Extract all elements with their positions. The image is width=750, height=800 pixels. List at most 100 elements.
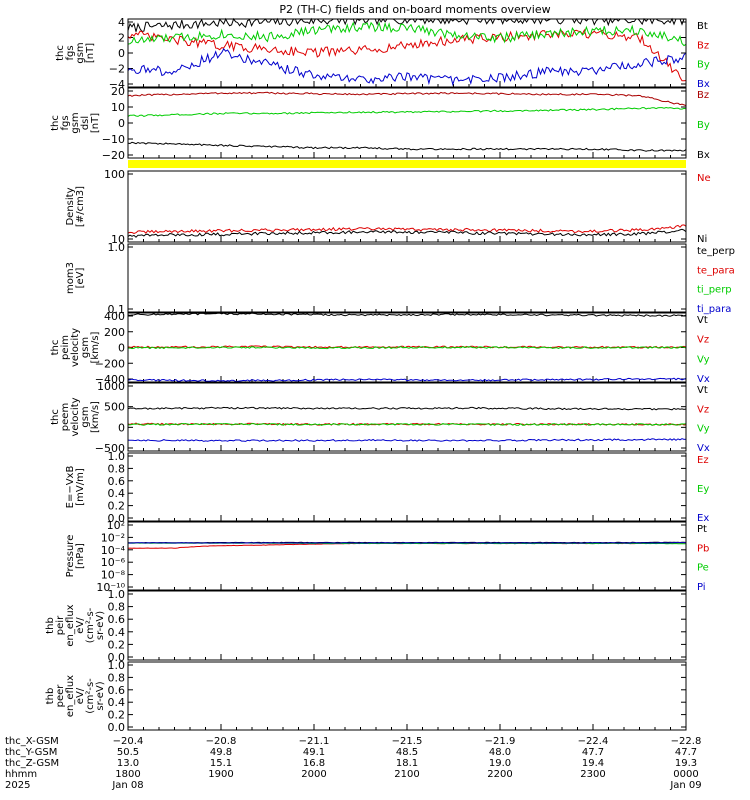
legend-vy: Vy bbox=[697, 424, 710, 435]
legend-ti_para: ti_para bbox=[697, 304, 731, 315]
ylabel-line: [nT] bbox=[85, 43, 96, 63]
legend-ne: Ne bbox=[697, 173, 711, 184]
ylabel-line: [#/cm3] bbox=[75, 186, 86, 227]
xaxis-value: 19.0 bbox=[489, 758, 511, 769]
xaxis-value: 1900 bbox=[208, 769, 233, 780]
series-line-by bbox=[127, 21, 687, 47]
ytick-label: 0 bbox=[118, 421, 125, 434]
xaxis-value: −21.5 bbox=[392, 736, 423, 747]
series-line-bx bbox=[127, 48, 687, 87]
xaxis-row-label: hhmm bbox=[5, 769, 37, 780]
panel-frame bbox=[127, 382, 687, 452]
panel-frame bbox=[127, 243, 687, 313]
ytick-label: 10⁻⁶ bbox=[101, 556, 126, 569]
ylabel-line: sr-eV) bbox=[95, 611, 106, 640]
xaxis-value: −22.8 bbox=[671, 736, 702, 747]
xaxis-value: 2200 bbox=[487, 769, 512, 780]
ytick-label: 0.4 bbox=[108, 696, 126, 709]
xaxis-row-label: thc_X-GSM bbox=[5, 736, 59, 747]
series-line-vy bbox=[127, 422, 687, 426]
panel-frame bbox=[127, 170, 687, 243]
ytick-label: 10⁻¹⁰ bbox=[96, 581, 125, 594]
ytick-label: 4 bbox=[118, 16, 125, 29]
xaxis-value: 47.7 bbox=[582, 747, 604, 758]
xaxis-row-label: 2025 bbox=[5, 780, 30, 791]
xaxis-value: 50.5 bbox=[117, 747, 139, 758]
ytick-label: 10 bbox=[111, 101, 125, 114]
ytick-label: −200 bbox=[95, 357, 125, 370]
ylabel-line: gsm bbox=[70, 112, 81, 133]
series-line-vx bbox=[127, 438, 687, 442]
ylabel-line: [km/s] bbox=[90, 401, 101, 433]
panel-frame bbox=[127, 661, 687, 731]
panel-p9: 1.00.80.60.40.20.0 thb peir en_eflux eV/(cm²… bbox=[45, 588, 687, 664]
legend-vx: Vx bbox=[697, 443, 710, 454]
series-line-bx bbox=[127, 141, 687, 152]
panel-p7: 1.00.80.60.40.20.0 E=−VxB [mV/m] Ez Ey Ex bbox=[65, 450, 709, 525]
legend-pe: Pe bbox=[697, 563, 709, 574]
ytick-label: 1.0 bbox=[108, 450, 126, 463]
ytick-label: 0 bbox=[118, 47, 125, 60]
xaxis-value: 47.7 bbox=[675, 747, 697, 758]
ylabel-line: fgs bbox=[60, 115, 71, 130]
ylabel-line: [nT] bbox=[90, 113, 101, 133]
ytick-label: 0.2 bbox=[108, 500, 126, 513]
ytick-label: 0 bbox=[118, 117, 125, 130]
legend-by: By bbox=[697, 60, 710, 71]
ytick-label: 2 bbox=[118, 32, 125, 45]
ylabel-line: peim bbox=[60, 335, 71, 360]
panel-p4: 1.0 0.1 mom3 [eV] te_perp te_para ti_perp ti_pa… bbox=[65, 241, 735, 316]
xaxis-value: 49.1 bbox=[303, 747, 325, 758]
ylabel-line: velocity bbox=[70, 328, 81, 367]
ytick-label: 1.0 bbox=[108, 241, 126, 254]
legend-vz: Vz bbox=[697, 404, 709, 415]
panel-frame bbox=[127, 18, 687, 88]
ytick-label: 0.6 bbox=[108, 613, 126, 626]
ylabel-line: eV/ bbox=[75, 617, 86, 634]
xaxis-value: −21.9 bbox=[485, 736, 516, 747]
series-line-ni bbox=[127, 228, 687, 238]
xaxis-value: 13.0 bbox=[117, 758, 139, 769]
series-line-by bbox=[127, 106, 687, 117]
ytick-label: 10² bbox=[107, 519, 125, 532]
legend-vy: Vy bbox=[697, 354, 710, 365]
ytick-label: 0.6 bbox=[108, 684, 126, 697]
panel-p2: 20 10 0 −10 −20 thc fgs gsm dsl [nT] Bz By Bx bbox=[50, 85, 710, 162]
panel-p10: 1.00.80.60.40.20.0 thb peer en_eflux eV/(cm²… bbox=[45, 659, 687, 734]
ylabel-line: eV/ bbox=[75, 687, 86, 704]
xaxis-value: −22.4 bbox=[578, 736, 609, 747]
ylabel-line: thb bbox=[45, 688, 56, 705]
series-line-vy bbox=[127, 346, 687, 350]
xaxis-value: −20.4 bbox=[113, 736, 144, 747]
legend-bx: Bx bbox=[697, 79, 710, 90]
series-line-bz bbox=[127, 91, 687, 107]
ytick-label: 100 bbox=[104, 168, 125, 181]
xaxis-value: 19.3 bbox=[675, 758, 697, 769]
ylabel-line: mom3 bbox=[65, 262, 76, 294]
legend-by: By bbox=[697, 120, 710, 131]
ytick-label: −500 bbox=[95, 442, 125, 455]
panel-p5: 400 200 0 −200 −400 thc peim velocity gsm [km/s] V… bbox=[50, 310, 710, 386]
xaxis-value: 2300 bbox=[580, 769, 605, 780]
ylabel-line: dsl bbox=[80, 116, 91, 130]
xaxis-value: 1800 bbox=[115, 769, 140, 780]
series-line-ne bbox=[127, 224, 687, 235]
xaxis-value: −20.8 bbox=[206, 736, 237, 747]
ytick-label: 10 bbox=[111, 233, 125, 246]
ytick-label: 0.4 bbox=[108, 487, 126, 500]
ylabel-line: Density bbox=[65, 187, 76, 225]
ytick-label: −400 bbox=[95, 373, 125, 386]
ytick-label: 400 bbox=[104, 310, 125, 323]
panel-p3: 100 10 Density [#/cm3] Ne Ni bbox=[65, 168, 711, 246]
xaxis-value: 49.8 bbox=[210, 747, 232, 758]
legend-ni: Ni bbox=[697, 234, 707, 245]
ytick-label: −2 bbox=[109, 63, 125, 76]
legend-ez: Ez bbox=[697, 455, 709, 466]
ytick-label: 200 bbox=[104, 326, 125, 339]
ytick-label: 0.0 bbox=[108, 721, 126, 734]
ytick-label: 0.0 bbox=[108, 651, 126, 664]
ylabel-line: [km/s] bbox=[90, 331, 101, 363]
ylabel-line: [nPa] bbox=[75, 543, 86, 569]
